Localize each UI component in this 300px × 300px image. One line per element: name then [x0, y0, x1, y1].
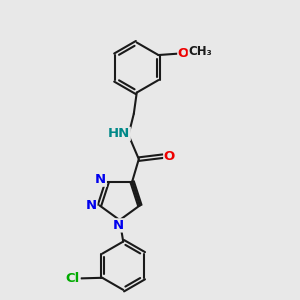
Text: N: N — [112, 219, 124, 232]
Text: Cl: Cl — [66, 272, 80, 285]
Text: HN: HN — [108, 127, 130, 140]
Text: N: N — [95, 173, 106, 186]
Text: N: N — [86, 199, 97, 212]
Text: O: O — [178, 47, 189, 60]
Text: CH₃: CH₃ — [188, 45, 212, 58]
Text: O: O — [164, 150, 175, 163]
